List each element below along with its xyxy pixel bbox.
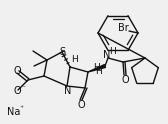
Text: Na: Na [7,107,21,117]
Text: H: H [110,46,116,56]
Text: H: H [93,62,99,72]
Text: O: O [13,66,21,76]
Text: O: O [121,75,129,85]
Text: Br: Br [118,23,128,33]
Text: N: N [64,86,72,96]
Text: ⁻: ⁻ [21,83,25,93]
Text: N: N [103,50,111,60]
Text: S: S [59,47,65,57]
Text: O: O [77,100,85,110]
Text: O: O [13,86,21,96]
Polygon shape [88,65,106,72]
Text: ⁺: ⁺ [20,105,24,113]
Text: H: H [72,56,78,64]
Text: H: H [95,66,101,76]
